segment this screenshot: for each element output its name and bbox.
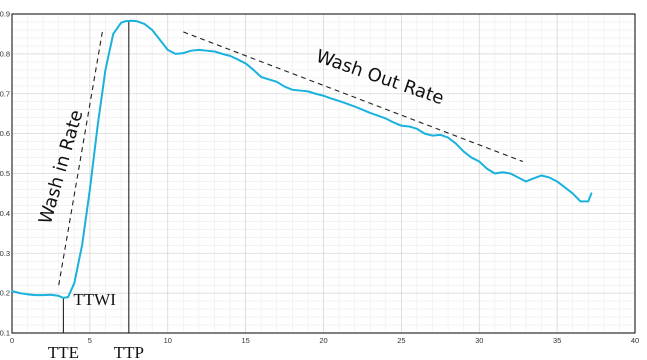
x-axis-ticks: 0 5 10 15 20 25 30 35 40 xyxy=(10,336,639,345)
y-axis-ticks: 0.1 0.2 0.3 0.4 0.5 0.6 0.7 0.8 0.9 xyxy=(0,10,10,338)
y-tick-label: 0.6 xyxy=(0,129,10,138)
y-tick-label: 0.9 xyxy=(0,10,10,19)
y-tick-label: 0.1 xyxy=(0,329,10,338)
trend-line xyxy=(183,31,524,163)
trend-line xyxy=(58,31,103,286)
y-tick-label: 0.7 xyxy=(0,89,10,98)
x-tick-label: 10 xyxy=(164,336,172,345)
y-tick-label: 0.8 xyxy=(0,49,10,58)
data-series xyxy=(11,19,593,299)
y-tick-label: 0.4 xyxy=(0,209,10,218)
x-tick-label: 25 xyxy=(397,336,405,345)
ttwi-label: TTWI xyxy=(73,290,116,309)
plot-area-frame xyxy=(11,13,636,334)
axis-marker-label: TTE xyxy=(48,343,79,360)
y-tick-label: 0.2 xyxy=(0,289,10,298)
y-tick-label: 0.3 xyxy=(0,249,10,258)
axis-marker-label: TTP xyxy=(114,343,144,360)
reference-lines xyxy=(62,20,130,333)
y-tick-label: 0.5 xyxy=(0,169,10,178)
series-line xyxy=(11,19,593,299)
x-tick-label: 5 xyxy=(88,336,92,345)
x-tick-label: 35 xyxy=(553,336,561,345)
trend-lines xyxy=(58,31,524,286)
x-tick-label: 40 xyxy=(631,336,639,345)
x-tick-label: 30 xyxy=(475,336,483,345)
x-tick-label: 0 xyxy=(10,336,14,345)
x-tick-label: 15 xyxy=(241,336,249,345)
x-tick-label: 20 xyxy=(319,336,327,345)
